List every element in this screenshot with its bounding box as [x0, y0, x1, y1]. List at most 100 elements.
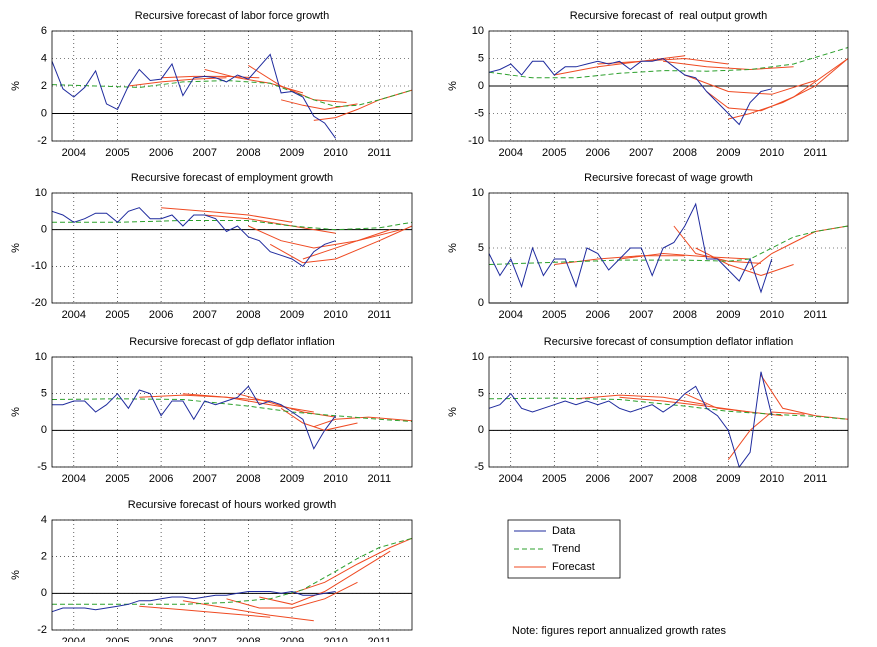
- forecast-line: [673, 225, 762, 264]
- plot-frame: [51, 356, 413, 468]
- y-tick-label: -5: [474, 461, 484, 473]
- x-tick-label: 2011: [367, 473, 391, 485]
- forecast-line: [313, 416, 413, 428]
- y-tick-label: -2: [37, 624, 47, 636]
- y-tick-label: 0: [478, 297, 484, 309]
- x-tick-label: 2005: [105, 147, 129, 159]
- y-tick-label: 0: [41, 107, 47, 119]
- y-tick-label: 0: [41, 424, 47, 436]
- y-tick-label: 6: [41, 25, 47, 37]
- x-tick-label: 2004: [62, 147, 86, 159]
- y-axis-label: %: [447, 407, 459, 417]
- x-tick-label: 2007: [192, 636, 216, 642]
- x-tick-label: 2008: [236, 147, 260, 159]
- forecast-line: [597, 57, 729, 65]
- forecast-line: [259, 550, 391, 605]
- x-tick-label: 2004: [499, 473, 523, 485]
- x-tick-label: 2005: [105, 473, 129, 485]
- y-tick-label: 0: [478, 424, 484, 436]
- y-tick-label: 5: [478, 242, 484, 254]
- forecast-line: [619, 252, 751, 260]
- y-tick-label: 0: [41, 587, 47, 599]
- x-tick-label: 2005: [105, 636, 129, 642]
- trend-line: [488, 225, 849, 265]
- y-tick-label: 4: [41, 52, 47, 64]
- y-tick-label: 10: [472, 351, 484, 363]
- x-tick-label: 2008: [673, 473, 697, 485]
- trend-line: [488, 47, 849, 79]
- y-axis-label: %: [10, 407, 22, 417]
- x-tick-label: 2011: [804, 309, 828, 321]
- plot-frame: [51, 30, 413, 142]
- forecast-line: [226, 581, 358, 609]
- data-line: [488, 57, 772, 126]
- forecast-line: [749, 225, 849, 271]
- x-tick-label: 2010: [323, 309, 347, 321]
- y-tick-label: 10: [472, 187, 484, 199]
- y-axis-label: %: [447, 81, 459, 91]
- x-tick-label: 2009: [716, 309, 740, 321]
- legend-label: Data: [552, 525, 576, 537]
- x-tick-label: 2008: [236, 473, 260, 485]
- legend-label: Trend: [552, 543, 580, 555]
- chart-title: Recursive forecast of hours worked growt…: [128, 499, 336, 511]
- plot-area: [489, 193, 848, 303]
- y-tick-label: 5: [478, 388, 484, 400]
- data-line: [51, 53, 337, 139]
- y-tick-label: -2: [37, 135, 47, 147]
- y-tick-label: -20: [31, 297, 47, 309]
- x-tick-label: 2009: [280, 473, 304, 485]
- x-tick-label: 2005: [542, 473, 566, 485]
- x-tick-label: 2006: [149, 473, 173, 485]
- x-tick-label: 2006: [149, 636, 173, 642]
- legend-label: Forecast: [552, 561, 595, 573]
- x-tick-label: 2011: [804, 147, 828, 159]
- forecast-line: [706, 58, 849, 112]
- forecast-line: [728, 58, 849, 120]
- y-tick-label: -5: [474, 107, 484, 119]
- x-tick-label: 2010: [323, 147, 347, 159]
- x-tick-label: 2010: [760, 309, 784, 321]
- trend-line: [51, 79, 413, 108]
- forecast-line: [139, 605, 271, 618]
- plot-area: [52, 193, 412, 303]
- x-tick-label: 2006: [586, 473, 610, 485]
- y-tick-label: 2: [41, 80, 47, 92]
- data-line: [488, 371, 773, 469]
- x-tick-label: 2007: [629, 147, 653, 159]
- data-line: [488, 202, 773, 294]
- trend-line: [52, 220, 413, 231]
- forecast-line: [554, 255, 685, 265]
- forecast-line: [248, 64, 347, 103]
- plot-frame: [51, 192, 413, 304]
- x-tick-label: 2008: [673, 309, 697, 321]
- forecast-line: [269, 225, 413, 264]
- forecast-line: [248, 225, 402, 249]
- chart-title: Recursive forecast of real output growth: [570, 10, 767, 22]
- y-tick-label: -10: [468, 135, 484, 147]
- forecast-line: [291, 537, 413, 594]
- y-axis-label: %: [10, 570, 22, 580]
- plot-frame: [488, 192, 849, 304]
- plot-frame: [488, 30, 849, 142]
- x-tick-label: 2011: [367, 309, 391, 321]
- y-tick-label: -10: [31, 260, 47, 272]
- plot-frame: [488, 356, 849, 468]
- x-tick-label: 2007: [192, 147, 216, 159]
- plot-frame: [51, 519, 413, 631]
- forecast-line: [161, 207, 293, 223]
- y-tick-label: 10: [35, 351, 47, 363]
- x-tick-label: 2010: [760, 473, 784, 485]
- x-tick-label: 2004: [499, 147, 523, 159]
- x-tick-label: 2009: [280, 636, 304, 642]
- x-tick-label: 2007: [192, 309, 216, 321]
- x-tick-label: 2008: [673, 147, 697, 159]
- chart-title: Recursive forecast of consumption deflat…: [544, 336, 793, 348]
- x-tick-label: 2005: [542, 309, 566, 321]
- x-tick-label: 2004: [62, 473, 86, 485]
- forecast-line: [302, 229, 391, 260]
- x-tick-label: 2009: [280, 309, 304, 321]
- chart-title: Recursive forecast of gdp deflator infla…: [129, 336, 334, 348]
- forecast-line: [760, 375, 849, 420]
- chart-title: Recursive forecast of labor force growth: [135, 10, 329, 22]
